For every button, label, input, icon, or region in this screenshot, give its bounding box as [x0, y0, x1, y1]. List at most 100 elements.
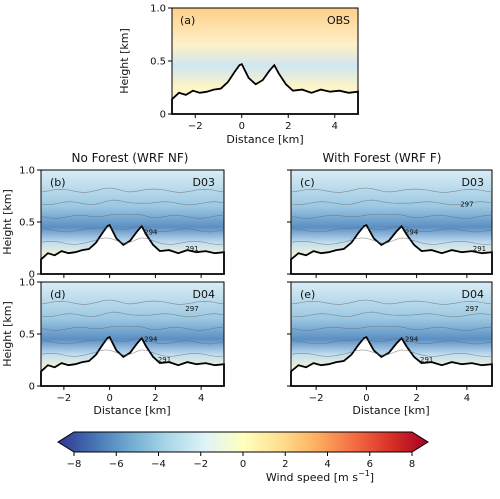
panel-e: 297 294 291 −2 0 2 4 (e) D04 Distance [km] [287, 281, 493, 417]
panel-label-a: (a) [180, 14, 195, 27]
ylabel-b: Height [km] [1, 189, 14, 255]
ytick-label: 0 [29, 382, 35, 393]
contour-label: 294 [144, 335, 158, 343]
colorbar-tick-label: −8 [67, 459, 82, 470]
xtick-label: −2 [57, 393, 72, 404]
panel-label-b: (b) [50, 176, 66, 189]
yticks-a: 0 0.5 1.0 [150, 4, 172, 121]
xtick-label: 2 [285, 121, 291, 132]
isentrope-line [40, 299, 225, 305]
terrain-a [171, 63, 359, 115]
contour-label: 291 [473, 245, 486, 253]
panel-d: 297 294 291 0 0.5 1.0 −2 0 2 4 (d) D04 Height [… [1, 278, 225, 417]
isentrope-line [290, 349, 493, 357]
xtickmarks-c [315, 274, 468, 278]
isentrope-line [40, 311, 225, 318]
column-title-f: With Forest (WRF F) [323, 151, 442, 165]
ylabel-d: Height [km] [1, 301, 14, 367]
yticks-d: 0 0.5 1.0 [19, 278, 41, 393]
colorbar-label-text: Wind speed [m s [266, 471, 358, 484]
panel-tag-e: D04 [462, 288, 484, 301]
isentrope-line [40, 199, 225, 206]
contours-c: 297 294 291 [290, 187, 493, 253]
contours-d: 297 294 291 [40, 299, 225, 364]
isentrope-line [40, 237, 225, 245]
isentrope-line [40, 225, 225, 233]
colorbar-ticks: −8 −6 −4 −2 0 2 4 6 8 [67, 452, 415, 470]
isentrope-line [290, 214, 493, 219]
isentrope-line [40, 214, 225, 219]
xtick-label: 0 [106, 393, 112, 404]
colorbar-label-end: ] [370, 471, 374, 484]
ytickmarks-c [287, 169, 291, 275]
isentrope-line [290, 311, 493, 318]
panel-tag-c: D03 [462, 176, 484, 189]
xlabel-e: Distance [km] [352, 404, 429, 417]
colorbar-tick-label: −6 [109, 459, 124, 470]
xtick-label: −2 [188, 121, 203, 132]
colorbar-tick-label: 0 [240, 459, 246, 470]
xtick-label: 0 [239, 121, 245, 132]
contour-label: 291 [185, 245, 198, 253]
xtick-label: 4 [464, 393, 470, 404]
isentrope-line [290, 187, 493, 193]
colorbar-label: Wind speed [m s−1] [266, 469, 374, 484]
xtick-label: 2 [152, 393, 158, 404]
contour-label: 297 [185, 305, 198, 313]
isentrope-line [290, 299, 493, 305]
ytick-label: 1.0 [19, 166, 35, 177]
contours-e: 297 294 291 [290, 299, 493, 364]
yticks-b: 0 0.5 1.0 [19, 166, 41, 281]
panel-tag-a: OBS [327, 14, 350, 27]
xlabel-a: Distance [km] [226, 133, 303, 146]
colorbar-tick-label: 4 [324, 459, 330, 470]
colorbar: −8 −6 −4 −2 0 2 4 6 8 Wind speed [m s−1] [57, 431, 429, 484]
xtick-label: 0 [363, 393, 369, 404]
panel-label-c: (c) [300, 176, 315, 189]
xtick-label: 4 [198, 393, 204, 404]
panel-a: −2 0 2 4 0 0.5 1.0 (a) OBS Height [km] Distan… [118, 4, 359, 146]
isentrope-line [40, 349, 225, 357]
ylabel-a: Height [km] [118, 28, 131, 94]
contour-label: 291 [158, 356, 171, 364]
ytick-label: 0 [160, 110, 166, 121]
ytick-label: 0.5 [150, 57, 166, 68]
ytick-label: 0 [29, 270, 35, 281]
ytick-label: 0.5 [19, 330, 35, 341]
ytick-label: 1.0 [150, 4, 166, 15]
isentrope-line [40, 337, 225, 345]
colorbar-tick-label: 2 [282, 459, 288, 470]
panel-tag-d: D04 [193, 288, 215, 301]
xtick-label: 2 [413, 393, 419, 404]
xlabel-d: Distance [km] [93, 404, 170, 417]
ytick-label: 0.5 [19, 218, 35, 229]
panel-tag-b: D03 [193, 176, 215, 189]
xtick-label: −2 [309, 393, 324, 404]
contour-label: 297 [460, 200, 473, 208]
isentrope-line [290, 199, 493, 206]
contour-label: 297 [465, 305, 478, 313]
contour-label: 294 [405, 228, 419, 236]
column-title-nf: No Forest (WRF NF) [72, 151, 189, 165]
xticks-e: −2 0 2 4 [309, 386, 470, 404]
colorbar-tick-label: 6 [367, 459, 373, 470]
isentrope-line [290, 326, 493, 331]
xticks-a: −2 0 2 4 [188, 114, 338, 132]
isentrope-line [40, 326, 225, 331]
panel-c: 297 294 291 (c) D03 [287, 169, 493, 278]
colorbar-tick-label: 8 [409, 459, 415, 470]
contour-label: 291 [420, 356, 433, 364]
isentrope-line [290, 337, 493, 345]
xticks-d: −2 0 2 4 [57, 386, 204, 404]
colorbar-tick-label: −4 [151, 459, 166, 470]
panel-b: 294 291 0 0.5 1.0 (b) D03 Height [km] [1, 166, 225, 281]
colorbar-label-sup: −1 [358, 469, 370, 478]
contour-label: 294 [405, 335, 419, 343]
colorbar-body [57, 431, 429, 453]
contours-b: 294 291 [40, 187, 225, 253]
ytick-label: 1.0 [19, 278, 35, 289]
panel-label-e: (e) [300, 288, 315, 301]
isentrope-line [290, 225, 493, 233]
panel-label-d: (d) [50, 288, 66, 301]
